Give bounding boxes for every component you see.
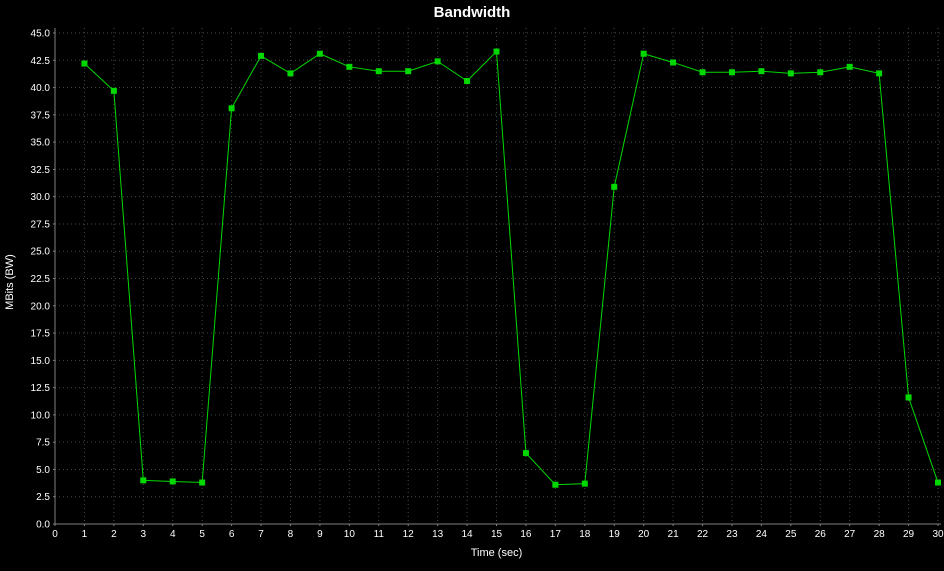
data-point-marker: [169, 478, 176, 485]
y-tick-label: 37.5: [31, 110, 51, 121]
data-point-marker: [316, 50, 323, 57]
data-point-marker: [846, 63, 853, 70]
y-tick-label: 45.0: [31, 29, 51, 40]
data-point-marker: [434, 58, 441, 65]
y-tick-label: 7.5: [36, 438, 50, 449]
data-point-marker: [787, 70, 794, 77]
x-tick-label: 12: [403, 529, 415, 540]
y-tick-label: 22.5: [31, 274, 51, 285]
y-tick-label: 17.5: [31, 329, 51, 340]
data-point-marker: [375, 68, 382, 75]
x-tick-label: 6: [229, 529, 235, 540]
x-tick-label: 4: [170, 529, 176, 540]
x-tick-label: 7: [258, 529, 264, 540]
x-tick-label: 18: [579, 529, 591, 540]
data-point-marker: [287, 70, 294, 77]
x-tick-label: 3: [141, 529, 147, 540]
x-tick-label: 10: [344, 529, 356, 540]
x-tick-label: 23: [726, 529, 738, 540]
x-tick-label: 0: [52, 529, 58, 540]
x-tick-label: 21: [668, 529, 680, 540]
x-tick-label: 11: [374, 529, 385, 540]
data-point-marker: [699, 69, 706, 76]
data-point-marker: [935, 479, 941, 486]
data-point-marker: [405, 68, 412, 75]
y-tick-label: 20.0: [31, 301, 51, 312]
y-tick-label: 2.5: [36, 492, 50, 503]
x-tick-label: 29: [903, 529, 915, 540]
y-tick-label: 5.0: [36, 465, 50, 476]
x-tick-label: 25: [785, 529, 797, 540]
data-point-marker: [258, 52, 265, 59]
y-tick-label: 15.0: [31, 356, 51, 367]
y-tick-label: 10.0: [31, 410, 51, 421]
data-point-marker: [464, 78, 471, 85]
x-tick-label: 14: [462, 529, 474, 540]
x-tick-label: 20: [638, 529, 650, 540]
data-point-marker: [522, 450, 529, 457]
x-tick-label: 24: [756, 529, 768, 540]
y-tick-label: 12.5: [31, 383, 51, 394]
y-tick-label: 32.5: [31, 165, 51, 176]
bandwidth-line: [84, 50, 939, 486]
data-point-marker: [493, 48, 500, 55]
data-point-marker: [552, 481, 559, 488]
data-point-marker: [817, 69, 824, 76]
data-point-marker: [905, 394, 912, 401]
y-tick-label: 35.0: [31, 138, 51, 149]
x-tick-label: 1: [82, 529, 88, 540]
x-tick-label: 30: [932, 529, 944, 540]
x-tick-label: 19: [609, 529, 621, 540]
data-point-marker: [728, 69, 735, 76]
data-point-marker: [758, 68, 765, 75]
data-point-marker: [670, 59, 677, 66]
x-tick-label: 27: [844, 529, 856, 540]
data-point-marker: [110, 87, 117, 94]
x-tick-label: 5: [199, 529, 205, 540]
data-point-marker: [199, 479, 206, 486]
y-tick-label: 27.5: [31, 219, 51, 230]
x-tick-label: 9: [317, 529, 323, 540]
data-point-marker: [140, 477, 147, 484]
x-tick-label: 17: [550, 529, 562, 540]
chart-title: Bandwidth: [433, 4, 511, 21]
y-tick-label: 42.5: [31, 56, 51, 67]
data-point-marker: [81, 60, 88, 67]
data-point-marker: [611, 183, 618, 190]
x-tick-label: 8: [288, 529, 294, 540]
x-tick-label: 16: [520, 529, 532, 540]
data-point-marker: [228, 105, 235, 112]
y-tick-label: 40.0: [31, 83, 51, 94]
data-point-marker: [876, 70, 883, 77]
x-tick-label: 28: [874, 529, 886, 540]
x-tick-label: 26: [815, 529, 827, 540]
x-tick-label: 2: [111, 529, 117, 540]
y-tick-label: 0.0: [36, 520, 50, 531]
x-tick-label: 22: [697, 529, 709, 540]
data-point-marker: [346, 63, 353, 70]
x-axis-label: Time (sec): [470, 547, 523, 559]
data-point-marker: [640, 50, 647, 57]
data-point-marker: [581, 480, 588, 487]
y-tick-label: 25.0: [31, 247, 51, 258]
x-tick-label: 15: [491, 529, 503, 540]
y-tick-label: 30.0: [31, 192, 51, 203]
x-tick-label: 13: [432, 529, 444, 540]
